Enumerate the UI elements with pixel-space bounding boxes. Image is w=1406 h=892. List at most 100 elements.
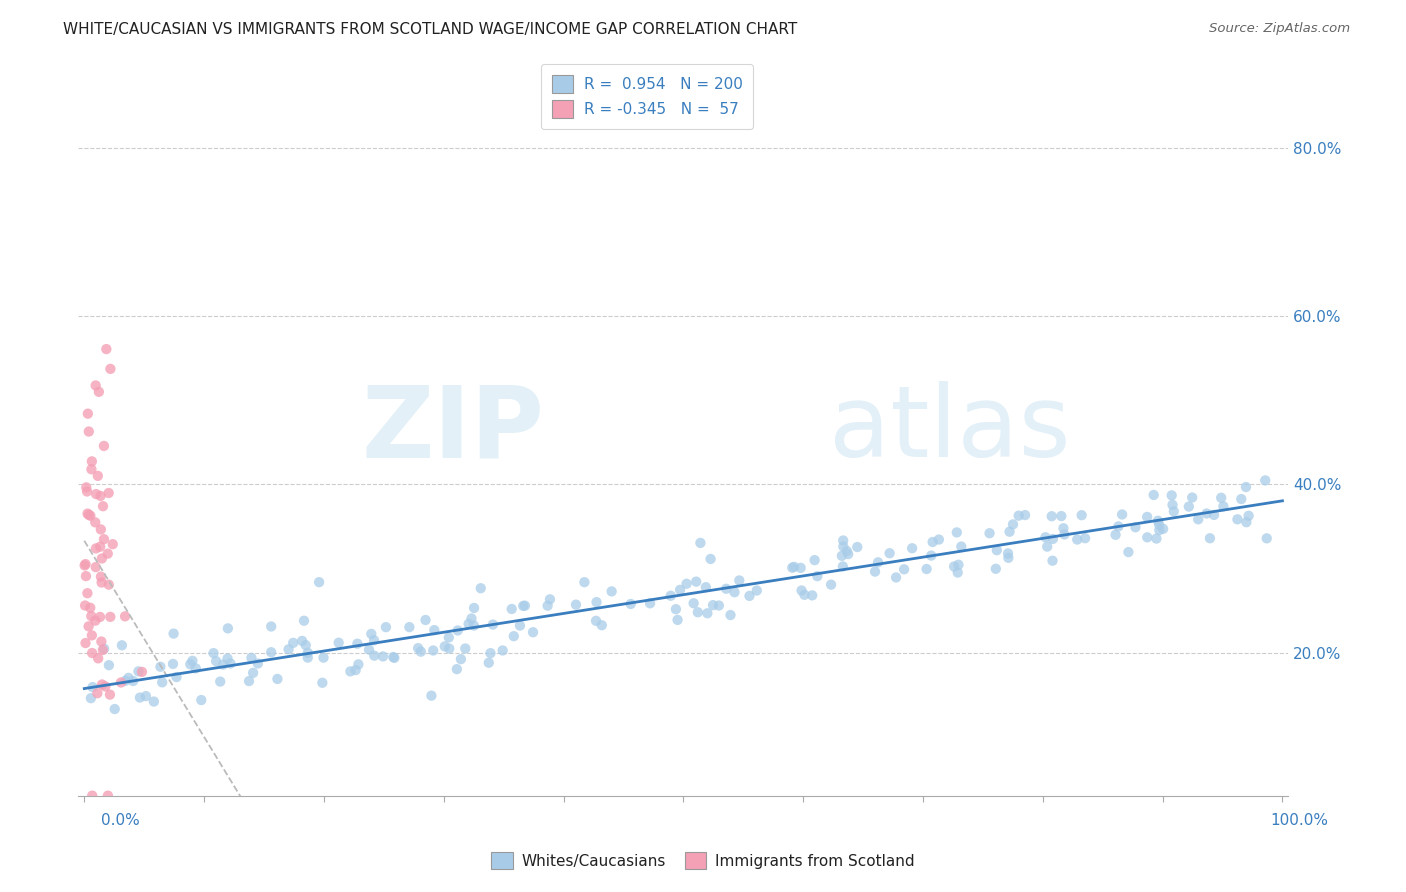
Point — [450, 652, 472, 666]
Point — [97, 486, 120, 500]
Point — [135, 689, 157, 703]
Point — [149, 659, 172, 673]
Point — [82, 680, 104, 694]
Point — [89, 610, 111, 624]
Point — [75, 569, 97, 583]
Point — [513, 599, 536, 613]
Point — [291, 634, 314, 648]
Point — [948, 558, 970, 572]
Point — [463, 618, 485, 632]
Point — [1111, 508, 1133, 522]
Point — [127, 665, 149, 679]
Point — [217, 651, 239, 665]
Point — [921, 535, 943, 549]
Point — [382, 651, 405, 665]
Point — [409, 645, 432, 659]
Point — [1053, 527, 1076, 541]
Point — [100, 362, 122, 376]
Point — [1152, 522, 1174, 536]
Point — [1074, 531, 1097, 545]
Point — [884, 570, 907, 584]
Point — [97, 547, 120, 561]
Point — [371, 649, 394, 664]
Point — [801, 588, 824, 602]
Text: 0.0%: 0.0% — [101, 814, 141, 828]
Point — [260, 645, 283, 659]
Point — [75, 636, 97, 650]
Point — [1070, 508, 1092, 523]
Point — [90, 551, 112, 566]
Point — [591, 618, 613, 632]
Point — [219, 657, 242, 671]
Point — [901, 541, 924, 556]
Point — [84, 516, 107, 530]
Point — [1199, 531, 1222, 545]
Point — [463, 601, 485, 615]
Point — [110, 675, 132, 690]
Point — [1211, 491, 1233, 505]
Point — [382, 650, 405, 665]
Point — [131, 665, 153, 679]
Point — [1136, 510, 1159, 524]
Point — [117, 671, 139, 685]
Point — [793, 588, 815, 602]
Point — [80, 454, 103, 468]
Point — [638, 596, 661, 610]
Point — [702, 598, 724, 612]
Point — [246, 657, 269, 671]
Legend: R =  0.954   N = 200, R = -0.345   N =  57: R = 0.954 N = 200, R = -0.345 N = 57 — [541, 64, 754, 128]
Point — [831, 559, 853, 574]
Point — [1230, 491, 1253, 506]
Text: 100.0%: 100.0% — [1271, 814, 1329, 828]
Point — [728, 574, 751, 588]
Point — [84, 378, 107, 392]
Point — [1161, 498, 1184, 512]
Point — [699, 552, 721, 566]
Point — [665, 602, 688, 616]
Point — [122, 673, 145, 688]
Point — [1237, 508, 1260, 523]
Point — [1118, 545, 1140, 559]
Point — [129, 690, 152, 705]
Point — [374, 620, 396, 634]
Point — [90, 569, 112, 583]
Point — [89, 540, 111, 554]
Point — [84, 541, 107, 556]
Point — [91, 643, 114, 657]
Point — [347, 657, 370, 672]
Point — [745, 583, 768, 598]
Point — [242, 665, 264, 680]
Point — [80, 628, 103, 642]
Point — [415, 613, 437, 627]
Point — [915, 562, 938, 576]
Point — [1147, 517, 1170, 532]
Point — [1144, 532, 1167, 546]
Point — [1050, 509, 1073, 524]
Point — [297, 650, 319, 665]
Point — [723, 585, 745, 599]
Point — [585, 614, 607, 628]
Point — [666, 613, 689, 627]
Point — [1147, 514, 1170, 528]
Point — [398, 620, 420, 634]
Text: Source: ZipAtlas.com: Source: ZipAtlas.com — [1209, 22, 1350, 36]
Point — [946, 525, 969, 540]
Point — [90, 523, 112, 537]
Point — [181, 654, 204, 668]
Point — [835, 544, 858, 558]
Point — [166, 670, 188, 684]
Point — [512, 599, 534, 613]
Point — [76, 407, 98, 421]
Point — [217, 621, 239, 635]
Point — [460, 611, 482, 625]
Point — [863, 565, 886, 579]
Point — [77, 619, 100, 633]
Point — [142, 695, 165, 709]
Point — [696, 607, 718, 621]
Point — [1187, 512, 1209, 526]
Point — [998, 524, 1021, 539]
Point — [308, 575, 330, 590]
Point — [716, 582, 738, 596]
Point — [240, 650, 263, 665]
Point — [73, 558, 96, 573]
